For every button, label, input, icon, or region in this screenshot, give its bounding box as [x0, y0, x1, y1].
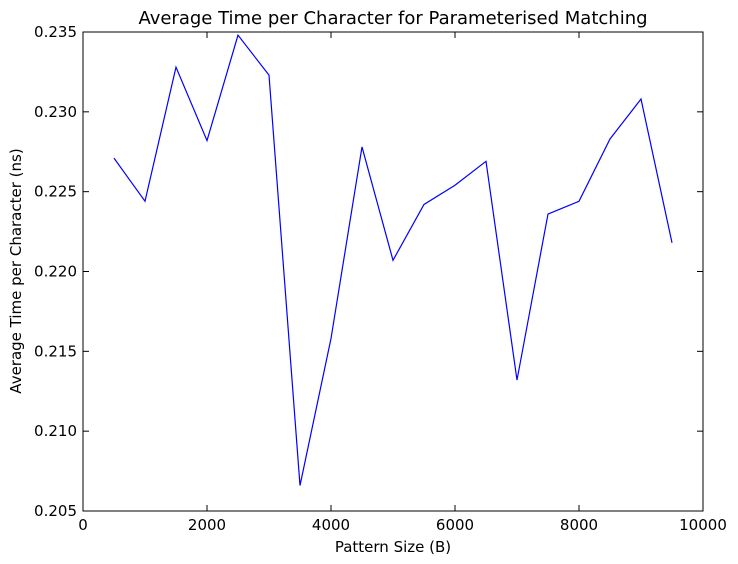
y-tick-label: 0.235 [34, 23, 77, 41]
y-tick-label: 0.230 [34, 103, 77, 121]
y-tick-label: 0.210 [34, 422, 77, 440]
y-axis-label: Average Time per Character (ns) [7, 148, 25, 393]
plot-frame [82, 31, 704, 512]
y-tick-label: 0.205 [34, 502, 77, 520]
x-axis-label: Pattern Size (B) [335, 538, 451, 556]
x-tick-label: 10000 [679, 516, 727, 534]
x-tick-label: 8000 [560, 516, 598, 534]
y-tick-label: 0.225 [34, 183, 77, 201]
y-tick-label: 0.220 [34, 263, 77, 281]
chart-title: Average Time per Character for Parameter… [138, 8, 647, 29]
plot-area: 0 2000 4000 6000 8000 10000 0.205 0.210 0.215 0.2… [34, 23, 727, 534]
series-line [113, 33, 673, 486]
x-tick-label: 4000 [312, 516, 350, 534]
x-tick-label: 6000 [436, 516, 474, 534]
x-tick-label: 2000 [188, 516, 226, 534]
x-tick-label: 0 [78, 516, 88, 534]
y-tick-label: 0.215 [34, 342, 77, 360]
